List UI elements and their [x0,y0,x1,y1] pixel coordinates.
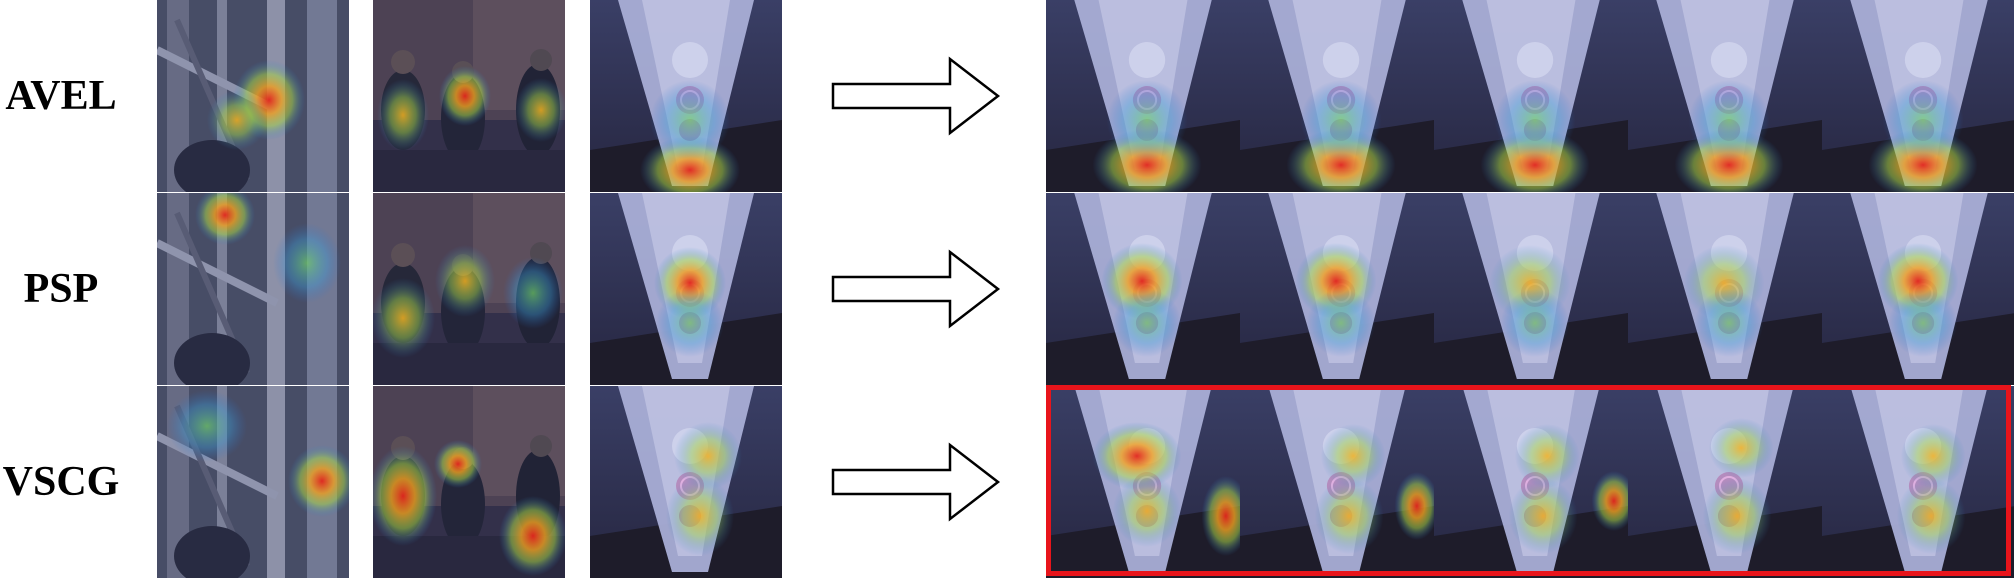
row-vscg: VSCG [0,386,2016,578]
frame [1046,193,1240,385]
right-arrow-icon [831,442,1001,522]
frame [1240,0,1434,192]
frame [1240,386,1434,578]
frame-strip [1046,0,2014,192]
row-avel: AVEL [0,0,2016,192]
row-label: VSCG [2,459,120,505]
frame [1822,193,2014,385]
row-label: PSP [23,266,99,312]
row-psp: PSP [0,193,2016,385]
thumbnail-bell [157,386,349,578]
frame [1046,0,1240,192]
frame [1434,0,1628,192]
frame [1046,386,1240,578]
thumbnail-musicians [373,386,565,578]
frame [1434,193,1628,385]
frame [1240,193,1434,385]
thumbnail-musicians [373,193,565,385]
right-arrow-icon [831,249,1001,329]
thumbnail-cup [590,193,782,385]
thumbnail-bell [157,0,349,192]
right-arrow-icon [831,56,1001,136]
row-label: AVEL [5,73,117,119]
thumbnail-bell [157,193,349,385]
frame [1628,386,1822,578]
frame [1434,386,1628,578]
frame [1822,0,2014,192]
frame-strip [1046,386,2014,578]
thumbnail-musicians [373,0,565,192]
thumbnail-cup [590,386,782,578]
frame-strip [1046,193,2014,385]
thumbnail-cup [590,0,782,192]
frame [1628,0,1822,192]
frame [1822,386,2014,578]
frame [1628,193,1822,385]
